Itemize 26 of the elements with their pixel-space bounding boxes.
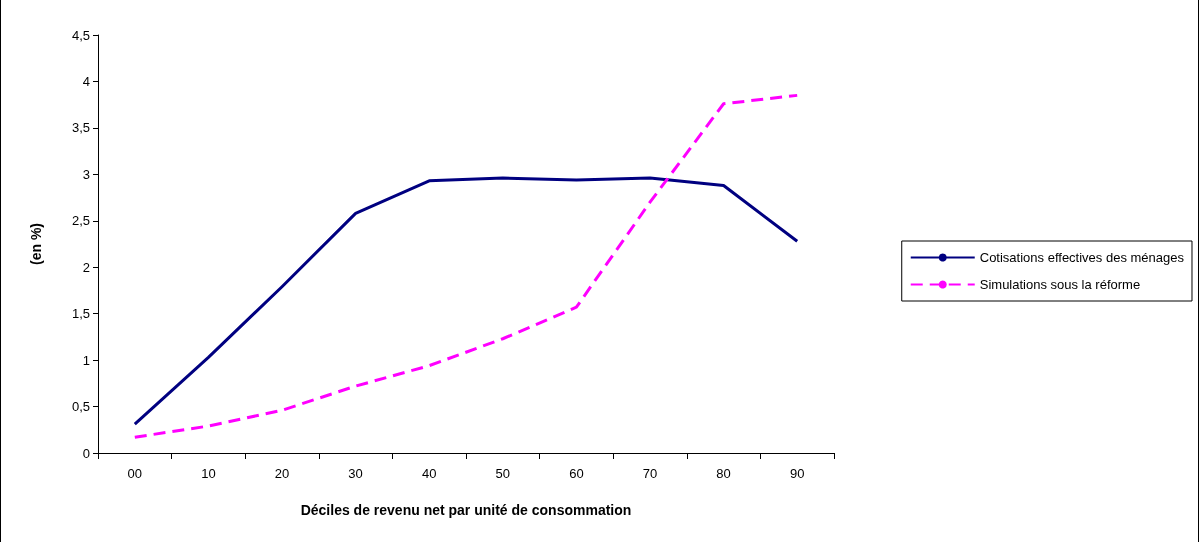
legend-label: Cotisations effectives des ménages [979, 250, 1185, 265]
x-tick-label: 00 [127, 466, 143, 481]
y-tick-label: 2 [82, 259, 90, 275]
y-axis-title: (en %) [28, 223, 44, 265]
x-tick-label: 10 [201, 466, 216, 481]
y-tick-label: 0 [82, 445, 90, 461]
x-tick-label: 40 [421, 466, 437, 481]
x-tick-label: 30 [348, 466, 363, 481]
y-tick-label: 4,5 [71, 27, 90, 43]
y-tick-label: 4 [82, 73, 90, 89]
y-tick-label: 1 [82, 352, 90, 368]
x-tick-label: 70 [642, 466, 658, 481]
y-tick-label: 0,5 [71, 399, 90, 415]
line-series [133, 93, 799, 439]
x-axis-title: Déciles de revenu net par unité de consommation [300, 502, 632, 518]
y-tick-label: 2,5 [71, 213, 90, 229]
x-tick-label: 80 [716, 466, 731, 481]
x-tick-label: 60 [569, 466, 584, 481]
line-series [133, 176, 799, 426]
x-tick-label: 20 [274, 466, 290, 481]
y-tick-label: 3 [82, 166, 90, 182]
y-tick-label: 3,5 [71, 120, 90, 136]
x-tick-label: 50 [495, 466, 511, 481]
y-tick-label: 1,5 [71, 306, 90, 322]
legend-label: Simulations sous la réforme [979, 277, 1141, 292]
x-tick-label: 90 [789, 466, 805, 481]
